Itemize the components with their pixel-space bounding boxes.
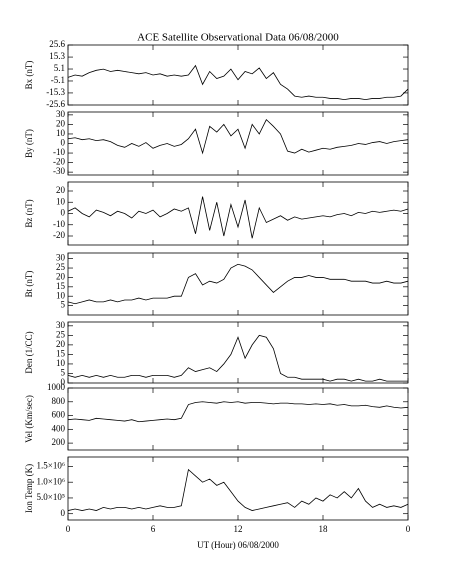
x-tick-label: 12 bbox=[234, 524, 243, 534]
y-tick-label: 1000 bbox=[47, 382, 66, 392]
y-tick-label: -15.3 bbox=[46, 87, 65, 97]
y-tick-label: -25.6 bbox=[46, 99, 65, 109]
y-tick-label: -30 bbox=[53, 166, 65, 176]
y-tick-label: 30 bbox=[56, 320, 66, 330]
x-axis-label: UT (Hour) 06/08/2000 bbox=[197, 540, 279, 550]
y-tick-label: 20 bbox=[56, 339, 66, 349]
x-tick-label: 6 bbox=[151, 524, 156, 534]
y-tick-label: 400 bbox=[52, 423, 66, 433]
data-line bbox=[67, 64, 409, 101]
y-tick-label: -5.1 bbox=[51, 75, 65, 85]
y-tick-label: 0 bbox=[61, 377, 66, 387]
data-line bbox=[67, 334, 408, 382]
y-tick-label: 25 bbox=[56, 329, 66, 339]
y-tick-label: 15 bbox=[56, 348, 66, 358]
y-tick-label: 15.3 bbox=[49, 51, 65, 61]
y-tick-label: 600 bbox=[52, 410, 66, 420]
y-tick-label: 1.5×10⁶ bbox=[37, 461, 65, 471]
y-axis-label: Den (1/CC) bbox=[24, 331, 34, 373]
y-tick-label: 10 bbox=[56, 128, 66, 138]
data-line bbox=[67, 118, 409, 155]
y-tick-label: 5 bbox=[61, 300, 66, 310]
y-tick-label: 5.0×10⁵ bbox=[37, 492, 65, 502]
y-tick-label: 0 bbox=[61, 138, 66, 148]
y-axis-label: Bx (nT) bbox=[24, 61, 34, 90]
data-line bbox=[67, 196, 409, 239]
panel-frame bbox=[67, 456, 409, 521]
data-line bbox=[67, 263, 409, 305]
y-tick-label: 10 bbox=[56, 290, 66, 300]
y-tick-label: 1.0×10⁶ bbox=[37, 476, 65, 486]
y-tick-label: -10 bbox=[53, 219, 65, 229]
x-tick-label: 0 bbox=[66, 524, 71, 534]
y-tick-label: 5.1 bbox=[54, 63, 65, 73]
y-tick-label: 10 bbox=[56, 358, 66, 368]
y-tick-label: 0 bbox=[61, 508, 66, 518]
y-tick-label: 15 bbox=[56, 281, 66, 291]
y-axis-label: By (nT) bbox=[24, 129, 34, 158]
y-axis-label: Bt (nT) bbox=[24, 271, 34, 298]
y-tick-label: -10 bbox=[53, 147, 65, 157]
y-tick-label: 20 bbox=[56, 118, 66, 128]
y-tick-label: 800 bbox=[52, 396, 66, 406]
panel-frame bbox=[67, 387, 409, 451]
panel-frame bbox=[67, 321, 409, 384]
y-tick-label: 10 bbox=[56, 196, 66, 206]
y-tick-label: 25.6 bbox=[49, 39, 65, 49]
x-tick-label: 18 bbox=[319, 524, 329, 534]
y-tick-label: 30 bbox=[56, 253, 66, 263]
y-tick-label: 25 bbox=[56, 262, 66, 272]
y-tick-label: -20 bbox=[53, 157, 65, 167]
data-line bbox=[67, 401, 409, 423]
y-tick-label: 20 bbox=[56, 271, 66, 281]
y-tick-label: 200 bbox=[52, 437, 66, 447]
data-line bbox=[67, 468, 409, 511]
y-tick-label: 20 bbox=[56, 185, 66, 195]
y-tick-label: 0 bbox=[61, 208, 66, 218]
y-axis-label: Ion Temp (K) bbox=[24, 464, 34, 513]
y-tick-label: 30 bbox=[56, 109, 66, 119]
panel-frame bbox=[67, 252, 409, 316]
y-tick-label: -20 bbox=[53, 230, 65, 240]
chart-title: ACE Satellite Observational Data 06/08/2… bbox=[137, 32, 339, 44]
x-tick-label: 0 bbox=[406, 524, 411, 534]
y-axis-label: Vel (Km/sec) bbox=[24, 395, 34, 443]
panel-frame bbox=[67, 181, 409, 246]
y-axis-label: Bz (nT) bbox=[24, 199, 34, 227]
panel-frame bbox=[67, 44, 409, 106]
y-tick-label: 5 bbox=[61, 368, 66, 378]
